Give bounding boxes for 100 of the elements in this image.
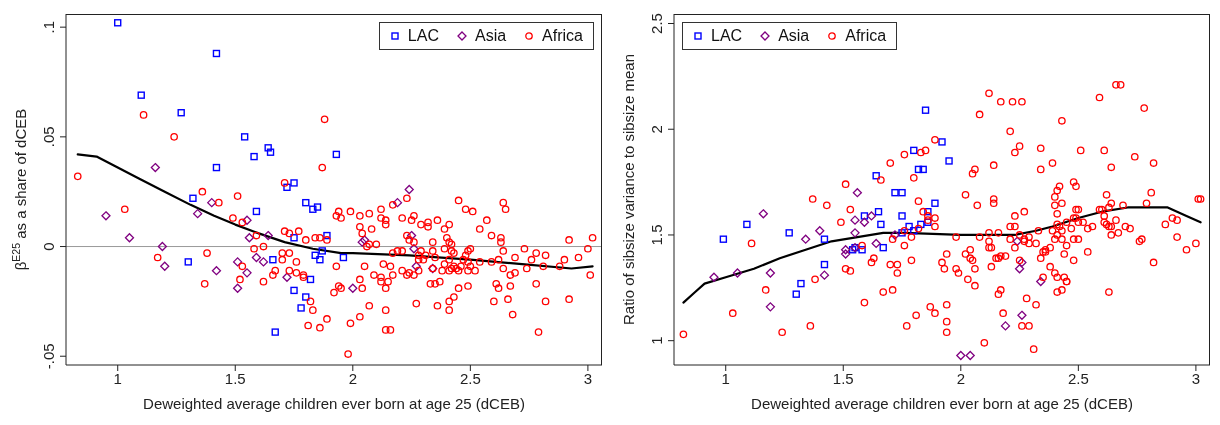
point (956, 350, 966, 361)
y-axis-title: Ratio of sibsize variance to sibsize mean (620, 54, 637, 325)
point (801, 234, 811, 244)
x-tick-label: 1 (721, 369, 730, 387)
point (945, 157, 953, 165)
y-tick-label: 1.5 (648, 224, 665, 246)
y-tick-label: 0 (40, 242, 57, 251)
legend-label: Asia (474, 27, 507, 45)
point (765, 302, 776, 312)
point (251, 252, 262, 263)
point (240, 133, 249, 141)
point (302, 198, 310, 207)
point (850, 228, 860, 238)
point (263, 230, 273, 241)
point (797, 279, 805, 288)
point (898, 188, 906, 197)
x-axis-title: Deweighted average children ever born at age 25 (dCEB) (143, 395, 525, 412)
point (302, 293, 310, 301)
point (815, 226, 825, 236)
point (271, 328, 279, 336)
y-tick-label: .1 (40, 20, 57, 34)
point (392, 198, 403, 208)
point (316, 256, 324, 264)
point (732, 268, 743, 278)
point (910, 146, 918, 155)
point (269, 256, 277, 264)
legend-label: LAC (407, 27, 439, 45)
point (244, 233, 255, 243)
point (232, 283, 243, 293)
y-tick-label: 2.5 (648, 13, 665, 34)
point (719, 235, 728, 243)
legend-label: LAC (711, 27, 743, 45)
point (931, 199, 939, 207)
y-tick-label: -.05 (40, 343, 57, 370)
point (283, 183, 291, 192)
point (160, 261, 170, 271)
point (348, 283, 358, 293)
point (924, 208, 932, 216)
y-tick-label: .05 (40, 126, 57, 148)
point (318, 247, 326, 255)
point (919, 165, 927, 174)
point (114, 19, 122, 27)
x-tick-label: 1 (113, 369, 122, 387)
point (877, 220, 885, 229)
point (840, 245, 851, 255)
point (264, 144, 272, 152)
point (743, 220, 751, 229)
x-tick-label: 2.5 (1067, 369, 1089, 387)
point (709, 272, 719, 282)
y-tick-label: 1 (648, 336, 665, 345)
point (252, 207, 261, 216)
point (184, 258, 192, 266)
x-tick-label: 3 (583, 369, 593, 387)
point (820, 260, 829, 269)
point (290, 286, 298, 295)
point (309, 205, 317, 213)
point (290, 179, 298, 187)
point (852, 188, 863, 198)
point (850, 215, 860, 225)
point (332, 150, 341, 159)
point (189, 194, 197, 202)
point (879, 243, 887, 252)
point (250, 152, 258, 161)
point (891, 188, 899, 197)
point (890, 230, 900, 240)
point (858, 246, 866, 254)
point (323, 231, 331, 240)
point (157, 241, 168, 252)
point (819, 270, 830, 280)
point (859, 217, 870, 227)
point (758, 209, 768, 219)
legend-label: Africa (845, 27, 887, 45)
point (212, 49, 221, 58)
x-tick-label: 2.5 (459, 369, 481, 387)
point (404, 184, 414, 195)
point (207, 198, 217, 208)
point (860, 212, 869, 220)
point (910, 227, 918, 235)
point (313, 203, 322, 211)
point (1012, 236, 1022, 246)
point (297, 304, 305, 312)
point (1014, 264, 1025, 274)
point (409, 244, 419, 254)
x-axis-title: Deweighted average children ever born at age 25 (dCEB) (751, 395, 1133, 412)
point (874, 208, 883, 216)
legend-label: Africa (542, 27, 583, 45)
point (792, 290, 800, 298)
point (177, 109, 185, 117)
point (339, 253, 348, 262)
point (411, 261, 421, 271)
point (211, 266, 222, 276)
point (871, 238, 881, 249)
point (765, 268, 776, 278)
x-tick-label: 2 (956, 369, 965, 387)
point (898, 212, 906, 220)
point (242, 268, 252, 278)
point (290, 234, 298, 242)
point (406, 230, 417, 241)
point (282, 272, 292, 282)
point (124, 233, 135, 243)
